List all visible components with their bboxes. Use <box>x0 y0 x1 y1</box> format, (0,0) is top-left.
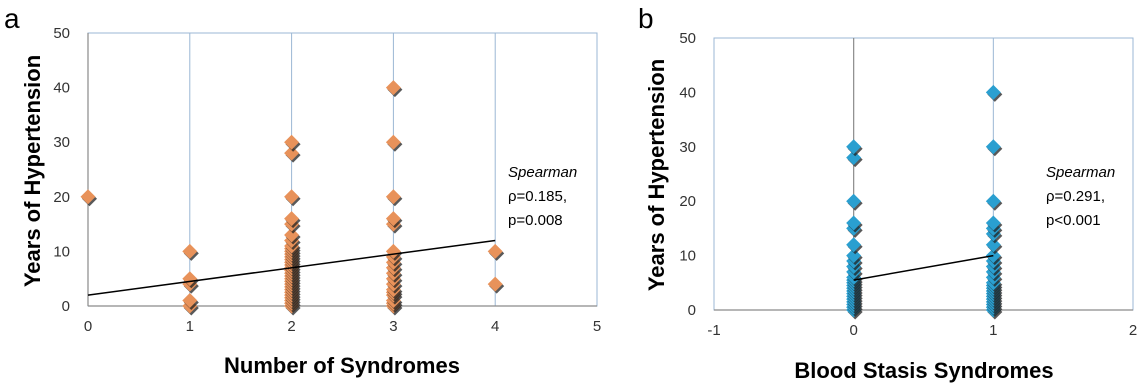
panel-a-y-tick-label: 0 <box>62 298 70 315</box>
panel-letter-b: b <box>638 3 654 34</box>
panel-b-data-point <box>846 139 863 157</box>
point-marker <box>182 243 198 259</box>
panel-a-annotation-rho: ρ=0.185, <box>508 188 567 205</box>
panel-b-x-ticks: -1 0 1 2 <box>707 322 1137 339</box>
panel-b-x-tick-label: -1 <box>707 322 720 339</box>
point-marker <box>846 215 862 231</box>
panel-b-annotation-rho: ρ=0.291, <box>1046 188 1105 205</box>
panel-a-data-point <box>385 189 403 207</box>
panel-a: a 0 1 2 3 4 5 0 10 20 30 40 50 Number of Syndromes… <box>4 3 601 378</box>
panel-b-data-point <box>985 84 1003 102</box>
point-marker <box>284 211 300 227</box>
panel-a-y-ticks: 0 10 20 30 40 50 <box>53 25 70 315</box>
point-marker <box>284 134 300 150</box>
panel-a-x-tick-label: 3 <box>389 318 397 335</box>
panel-b-y-tick-label: 0 <box>688 302 696 319</box>
panel-b-y-tick-label: 40 <box>679 84 696 101</box>
point-marker <box>487 243 503 259</box>
panel-a-y-tick-label: 40 <box>53 80 70 97</box>
panel-b-y-tick-label: 30 <box>679 139 696 156</box>
panel-a-y-tick-label: 20 <box>53 189 70 206</box>
panel-b-y-ticks: 0 10 20 30 40 50 <box>679 30 696 319</box>
panel-b-data-point <box>846 193 863 211</box>
panel-a-y-tick-label: 50 <box>53 25 70 42</box>
point-marker <box>846 139 862 155</box>
panel-a-x-ticks: 0 1 2 3 4 5 <box>84 318 601 335</box>
panel-a-data-point <box>284 189 301 207</box>
point-marker <box>385 134 401 150</box>
panel-b-y-axis-label: Years of Hypertension <box>644 59 669 291</box>
panel-a-y-axis-label: Years of Hypertension <box>20 55 45 287</box>
panel-a-x-tick-label: 4 <box>491 318 499 335</box>
panel-b-data-point <box>846 237 863 255</box>
panel-b-x-tick-label: 0 <box>849 322 857 339</box>
point-marker <box>487 276 503 292</box>
panel-a-x-tick-label: 1 <box>186 318 194 335</box>
panel-b-y-tick-label: 10 <box>679 248 696 265</box>
panel-a-x-tick-label: 2 <box>287 318 295 335</box>
panel-a-data-point <box>385 211 403 229</box>
point-marker <box>80 189 96 205</box>
panel-a-trendline <box>87 239 496 296</box>
panel-a-data-point <box>487 243 505 261</box>
panel-b-data-point <box>985 139 1003 157</box>
panel-a-points <box>80 80 505 316</box>
panel-a-data-point <box>80 189 97 207</box>
panel-a-y-tick-label: 30 <box>53 134 70 151</box>
panel-b-x-tick-label: 1 <box>989 322 997 339</box>
panel-a-annotation-method: Spearman <box>508 164 577 181</box>
point-marker <box>385 80 401 96</box>
point-marker <box>385 189 401 205</box>
panel-a-data-point <box>182 243 199 261</box>
panel-a-x-tick-label: 0 <box>84 318 92 335</box>
panel-b-data-point <box>985 215 1003 233</box>
panel-a-data-point <box>385 80 403 98</box>
point-marker <box>985 84 1001 100</box>
panel-b-trendline <box>853 254 994 281</box>
panel-b-x-axis-label: Blood Stasis Syndromes <box>794 358 1053 383</box>
panel-b-y-tick-label: 50 <box>679 30 696 47</box>
panel-a-data-point <box>284 134 301 152</box>
point-marker <box>284 189 300 205</box>
panel-b-points <box>846 84 1003 320</box>
panel-b-data-point <box>985 193 1003 211</box>
panel-a-data-point <box>487 276 505 294</box>
panel-b: b -1 0 1 2 0 10 20 30 40 50 Blood Stasis Syndrom… <box>638 3 1137 383</box>
panel-b-x-tick-label: 2 <box>1129 322 1137 339</box>
panel-b-data-point <box>846 215 863 233</box>
panel-a-annotation-p: p=0.008 <box>508 212 563 229</box>
panel-b-y-tick-label: 20 <box>679 193 696 210</box>
point-marker <box>182 293 198 309</box>
point-marker <box>846 237 862 253</box>
point-marker <box>985 193 1001 209</box>
point-marker <box>385 211 401 227</box>
panel-letter-a: a <box>4 3 20 34</box>
panel-a-y-tick-label: 10 <box>53 243 70 260</box>
panel-a-x-tick-label: 5 <box>593 318 601 335</box>
panel-b-annotation-p: p<0.001 <box>1046 212 1101 229</box>
panel-b-annotation-method: Spearman <box>1046 164 1115 181</box>
point-marker <box>985 139 1001 155</box>
panel-a-data-point <box>385 134 403 152</box>
point-marker <box>846 193 862 209</box>
point-marker <box>985 215 1001 231</box>
panel-a-data-point <box>182 293 199 311</box>
panel-a-x-axis-label: Number of Syndromes <box>224 353 460 378</box>
panel-a-data-point <box>284 211 301 229</box>
